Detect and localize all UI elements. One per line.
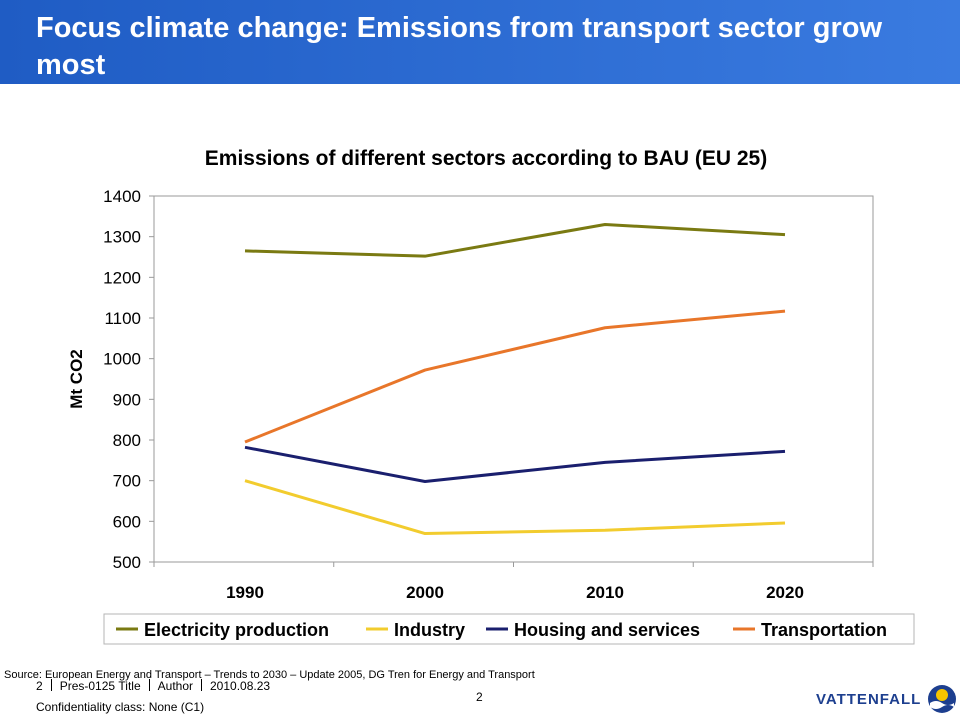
sun-wave-icon — [928, 685, 957, 713]
series-line-housing-and-services — [244, 445, 786, 483]
logo-wordmark: VATTENFALL — [816, 690, 922, 708]
source-note: Source: European Energy and Transport – … — [4, 669, 535, 681]
x-tick-label: 2000 — [406, 583, 444, 602]
confidentiality-note: Confidentiality class: None (C1) — [36, 700, 205, 714]
chart-title: Emissions of different sectors according… — [205, 147, 767, 170]
x-tick-label: 2010 — [586, 583, 624, 602]
y-tick-label: 1300 — [103, 228, 141, 247]
y-tick-label: 1000 — [103, 350, 141, 369]
y-tick-label: 800 — [113, 431, 141, 450]
legend-entry: Housing and services — [514, 620, 700, 640]
vattenfall-logo: VATTENFALL — [816, 684, 957, 714]
legend-entry: Industry — [394, 620, 465, 640]
doc-id: Pres-0125 — [59, 679, 116, 693]
series-line-transportation — [244, 309, 786, 444]
title-bar: Focus climate change: Emissions from tra… — [0, 0, 960, 84]
y-tick-label: 1400 — [103, 187, 141, 206]
x-tick-label: 2020 — [766, 583, 804, 602]
y-tick-label: 1200 — [103, 268, 141, 287]
x-tick-label: 1990 — [226, 583, 264, 602]
y-tick-label: 900 — [113, 390, 141, 409]
y-tick-label: 600 — [113, 512, 141, 531]
slide-title: Focus climate change: Emissions from tra… — [36, 12, 883, 81]
footer-meta: 2 Pres-0125 Title Author 2010.08.23 — [36, 679, 270, 693]
legend-entry: Electricity production — [144, 620, 329, 640]
y-tick-label: 500 — [113, 553, 141, 572]
series-line-industry — [244, 479, 786, 536]
presentation-title: Title — [118, 679, 141, 693]
author: Author — [157, 679, 193, 693]
legend-entry: Transportation — [761, 620, 887, 640]
y-tick-label: 1100 — [104, 309, 141, 328]
page-number: 2 — [476, 690, 483, 704]
legend-box — [103, 613, 915, 645]
series-line-electricity-production — [244, 222, 786, 258]
slide-number: 2 — [36, 679, 43, 693]
date: 2010.08.23 — [210, 679, 271, 693]
y-axis-label: Mt CO2 — [67, 349, 86, 409]
y-tick-label: 700 — [113, 472, 141, 491]
